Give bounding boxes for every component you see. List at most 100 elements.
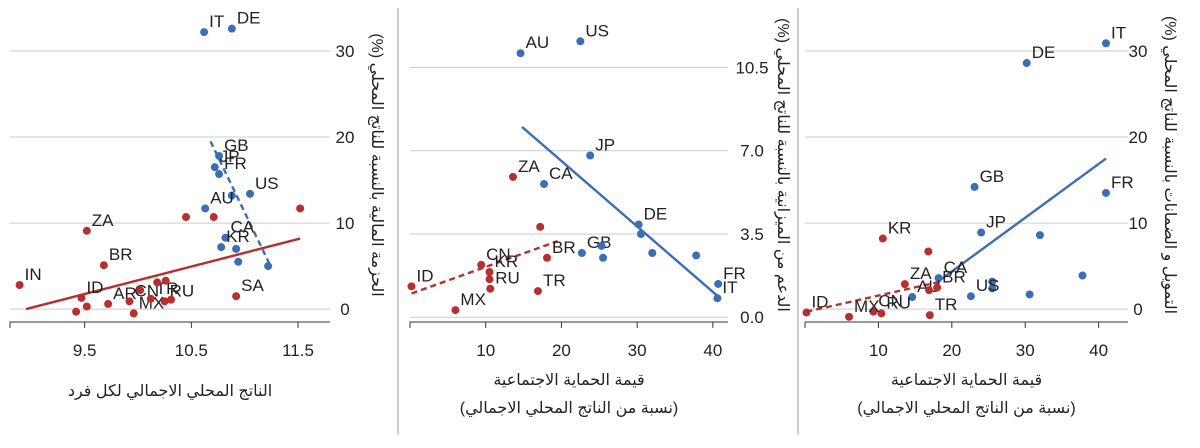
point-label: ID [417,266,434,285]
data-point [232,244,241,253]
point-label: MX [854,297,880,316]
x-tick-label: 40 [703,341,722,360]
data-point [1025,290,1034,299]
y-tick-label: 0.0 [740,308,764,327]
data-point [72,307,81,316]
point-label: IT [722,278,737,297]
blue-solid-fit-line [521,126,719,297]
data-point [845,312,854,321]
x-tick-label: 40 [1089,341,1108,360]
x-axis-label: (نسبة من الناتج المحلي الاجمالي) [460,400,678,418]
data-point [104,299,113,308]
point-label: DE [237,9,261,28]
point-label: MX [460,290,486,309]
data-point [648,249,657,258]
data-point [577,249,586,258]
y-tick-label: 20 [1129,128,1148,147]
red-solid-fit-line [25,237,301,311]
data-point [153,278,162,287]
data-point [246,189,254,198]
point-label: RU [495,269,520,288]
data-point [221,233,230,242]
data-point [714,279,723,288]
point-label: ID [811,293,828,312]
y-tick-label: 20 [336,128,355,147]
data-point [486,284,495,293]
point-label: CN [878,292,903,311]
data-point [576,37,585,46]
data-point [264,262,273,271]
data-point [182,213,190,222]
data-point [970,182,979,191]
data-point [296,204,305,213]
data-point [878,234,887,243]
point-label: US [585,21,609,40]
point-label: FR [723,264,746,283]
data-point [210,163,219,172]
data-point [516,49,525,58]
point-label: ZA [92,211,114,230]
point-label: BR [942,268,966,287]
point-label: MX [139,293,165,312]
point-label: JP [986,213,1006,232]
point-label: CN [486,245,511,264]
x-tick-label: 10 [869,341,888,360]
point-label: FR [224,154,247,173]
data-point [1078,271,1087,280]
point-label: AU [526,33,550,52]
data-point [925,311,934,320]
y-tick-label: 30 [1129,42,1148,61]
point-label: KR [226,227,250,246]
y-tick-label: 7.0 [740,142,764,161]
x-axis-label: قيمة الحماية الاجتماعية [493,372,644,389]
data-point [1101,39,1110,48]
data-point [232,292,241,301]
data-point [540,180,549,189]
data-point [1101,188,1110,197]
point-label: JP [220,147,240,166]
data-point [925,286,934,295]
data-point [692,251,701,260]
point-label: BR [109,245,133,264]
blue-solid-fit-line [934,157,1107,285]
point-label: US [976,276,1000,295]
data-point [77,293,86,302]
data-point [543,253,552,262]
data-point [227,191,236,200]
x-tick-label: 10 [476,341,495,360]
data-point [227,24,236,33]
data-point [924,247,933,256]
point-label: AU [210,188,234,207]
data-point [234,257,243,266]
point-label: SA [241,276,264,295]
data-point [146,294,155,303]
data-point [136,286,145,295]
point-label: IT [1111,23,1126,42]
data-point [82,226,91,235]
data-point [977,228,986,237]
point-label: TR [543,271,566,290]
data-point [407,282,416,291]
data-point [988,284,997,293]
point-label: ID [86,278,103,297]
chart-panel-2: 10 20 30 40 0.0 3.5 7.0 10.5 الدعم من الميزانية … [407,18,791,418]
point-label: RU [886,293,911,312]
point-label: CA [230,218,254,237]
y-tick-label: 10.5 [735,58,768,77]
data-point [536,222,545,231]
point-label: RU [170,281,195,300]
data-point [802,308,811,317]
point-label: IT [209,12,224,31]
point-label: CA [944,258,968,277]
point-label: CA [549,164,573,183]
point-label: TR [935,295,958,314]
data-point [129,309,138,318]
data-point [201,204,210,213]
data-point [966,292,975,301]
data-point [167,295,176,304]
data-point [160,297,169,306]
point-label: DE [1032,43,1056,62]
point-label: ZA [518,157,540,176]
x-tick-label: 20 [552,341,571,360]
point-label: ZA [910,264,932,283]
